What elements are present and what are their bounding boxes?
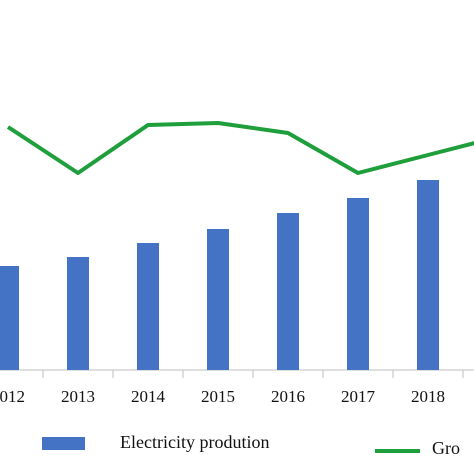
plot-area: 2012 2013 2014 2015 2016 2017 2018: [0, 121, 474, 406]
bar: [277, 213, 299, 370]
bar: [0, 266, 19, 370]
bar: [347, 198, 369, 370]
legend: Electricity prodution Gro: [42, 432, 460, 458]
line: [6, 121, 474, 175]
legend-label: Electricity prodution: [120, 432, 269, 452]
x-tick-label: 2014: [131, 387, 166, 406]
x-tick-label: 2015: [201, 387, 235, 406]
x-tick-label: 2018: [411, 387, 445, 406]
x-tick-label: 2016: [271, 387, 305, 406]
x-tick-label: 2017: [341, 387, 376, 406]
bar: [137, 243, 159, 370]
legend-swatch: [42, 437, 85, 450]
bar: [67, 257, 89, 370]
bar: [207, 229, 229, 370]
x-tick-label: 2012: [0, 387, 25, 406]
x-tick-label: 2013: [61, 387, 95, 406]
legend-label: Gro: [432, 438, 460, 458]
bar: [417, 180, 439, 370]
